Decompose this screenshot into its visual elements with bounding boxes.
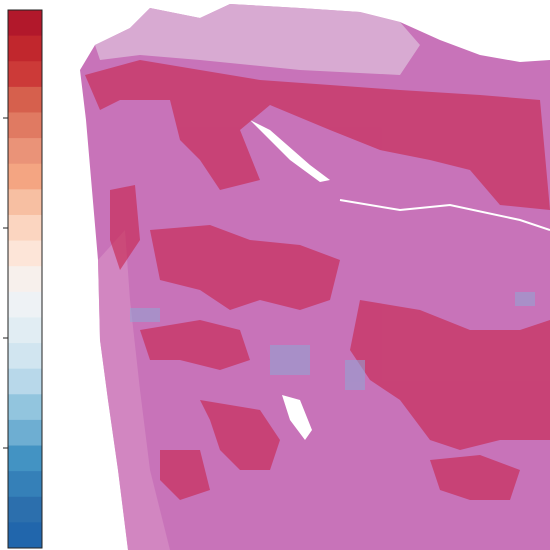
colorbar-band	[8, 522, 42, 549]
tissue-top-band	[95, 4, 420, 75]
colorbar-band	[8, 214, 42, 242]
colorbar-band	[8, 368, 42, 395]
colorbar-band	[8, 86, 42, 113]
colorbar-band	[8, 394, 42, 421]
crack	[250, 120, 330, 182]
heatmap-overlay-cool	[130, 292, 535, 390]
colorbar	[8, 10, 42, 549]
colorbar-band	[8, 419, 42, 447]
colorbar-band	[8, 291, 42, 318]
colorbar-band	[8, 10, 42, 37]
colorbar-band	[8, 35, 42, 62]
colorbar-band	[8, 163, 42, 190]
colorbar-ticks	[3, 117, 8, 449]
colorbar-band	[8, 445, 42, 472]
colorbar-frame	[7, 9, 43, 549]
colorbar-band	[8, 112, 42, 139]
crack	[339, 199, 550, 231]
tissue-edge	[98, 230, 170, 550]
colorbar-band	[8, 189, 42, 216]
colorbar-band	[8, 317, 42, 344]
colorbar-band	[8, 240, 42, 267]
colorbar-band	[8, 266, 42, 293]
colorbar-band	[8, 471, 42, 498]
colorbar-band	[8, 138, 42, 165]
colorbar-band	[8, 61, 42, 88]
crack	[282, 395, 312, 440]
colorbar-band	[8, 496, 42, 523]
colorbar-band	[8, 343, 42, 370]
heatmap-overlay	[85, 60, 550, 500]
